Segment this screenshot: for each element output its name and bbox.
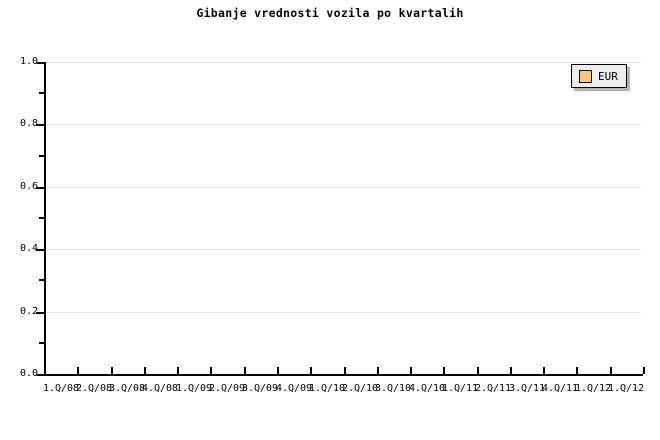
x-tick-label: 1.Q/11 xyxy=(441,383,479,394)
x-axis-tick xyxy=(44,367,46,374)
x-tick-label: 2.Q/09 xyxy=(208,383,246,394)
x-axis-tick xyxy=(310,367,312,374)
y-tick-label: 0.4 xyxy=(19,243,38,254)
x-tick-label: 2.Q/10 xyxy=(341,383,379,394)
x-axis-tick xyxy=(477,367,479,374)
y-gridline xyxy=(46,62,641,63)
legend-swatch-eur-icon xyxy=(579,69,592,83)
x-axis-tick xyxy=(610,367,612,374)
x-axis-tick xyxy=(244,367,246,374)
y-axis-major-tick xyxy=(36,187,44,189)
y-axis-major-tick xyxy=(36,249,44,251)
x-axis-tick xyxy=(443,367,445,374)
x-tick-label: 1.Q/12 xyxy=(607,383,645,394)
x-axis-tick xyxy=(111,367,113,374)
y-axis-major-tick xyxy=(36,62,44,64)
y-axis-major-tick xyxy=(36,312,44,314)
y-tick-label: 0.2 xyxy=(19,306,38,317)
x-axis-tick xyxy=(410,367,412,374)
x-tick-label: 2.Q/08 xyxy=(75,383,113,394)
x-axis-tick xyxy=(377,367,379,374)
y-tick-label: 1.0 xyxy=(19,56,38,67)
x-tick-label: 3.Q/09 xyxy=(241,383,279,394)
x-tick-label: 4.Q/08 xyxy=(141,383,179,394)
x-tick-label: 3.Q/11 xyxy=(508,383,546,394)
y-axis-minor-tick xyxy=(39,279,44,281)
x-tick-label: 2.Q/11 xyxy=(474,383,512,394)
x-axis-line xyxy=(44,374,643,376)
x-tick-label: 1.Q/10 xyxy=(308,383,346,394)
chart-title: Gibanje vrednosti vozila po kvartalih xyxy=(196,6,464,20)
x-axis-tick xyxy=(210,367,212,374)
x-axis-tick xyxy=(543,367,545,374)
x-axis-tick xyxy=(344,367,346,374)
y-axis-line xyxy=(44,62,46,376)
y-gridline xyxy=(46,312,641,313)
y-axis-major-tick xyxy=(36,124,44,126)
y-tick-label: 0.6 xyxy=(19,181,38,192)
y-tick-label: 0.8 xyxy=(19,118,38,129)
legend-label-eur: EUR xyxy=(598,69,618,83)
x-tick-label: 1.Q/12 xyxy=(574,383,612,394)
y-tick-label: 0.0 xyxy=(19,368,38,379)
y-axis-minor-tick xyxy=(39,342,44,344)
y-axis-major-tick xyxy=(36,374,44,376)
legend: EUR xyxy=(571,64,627,88)
x-tick-label: 4.Q/10 xyxy=(408,383,446,394)
y-axis-minor-tick xyxy=(39,217,44,219)
y-gridline xyxy=(46,124,641,125)
x-axis-tick xyxy=(77,367,79,374)
y-axis-minor-tick xyxy=(39,92,44,94)
x-axis-tick xyxy=(643,367,645,374)
x-tick-label: 3.Q/08 xyxy=(108,383,146,394)
x-tick-label: 1.Q/09 xyxy=(175,383,213,394)
y-gridline xyxy=(46,249,641,250)
x-tick-label: 1.Q/08 xyxy=(42,383,80,394)
x-tick-label: 3.Q/10 xyxy=(374,383,412,394)
x-axis-tick xyxy=(177,367,179,374)
x-axis-tick xyxy=(277,367,279,374)
x-axis-tick xyxy=(510,367,512,374)
x-tick-label: 4.Q/09 xyxy=(275,383,313,394)
y-axis-minor-tick xyxy=(39,155,44,157)
x-tick-label: 4.Q/11 xyxy=(541,383,579,394)
x-axis-tick xyxy=(576,367,578,374)
y-gridline xyxy=(46,187,641,188)
x-axis-tick xyxy=(144,367,146,374)
